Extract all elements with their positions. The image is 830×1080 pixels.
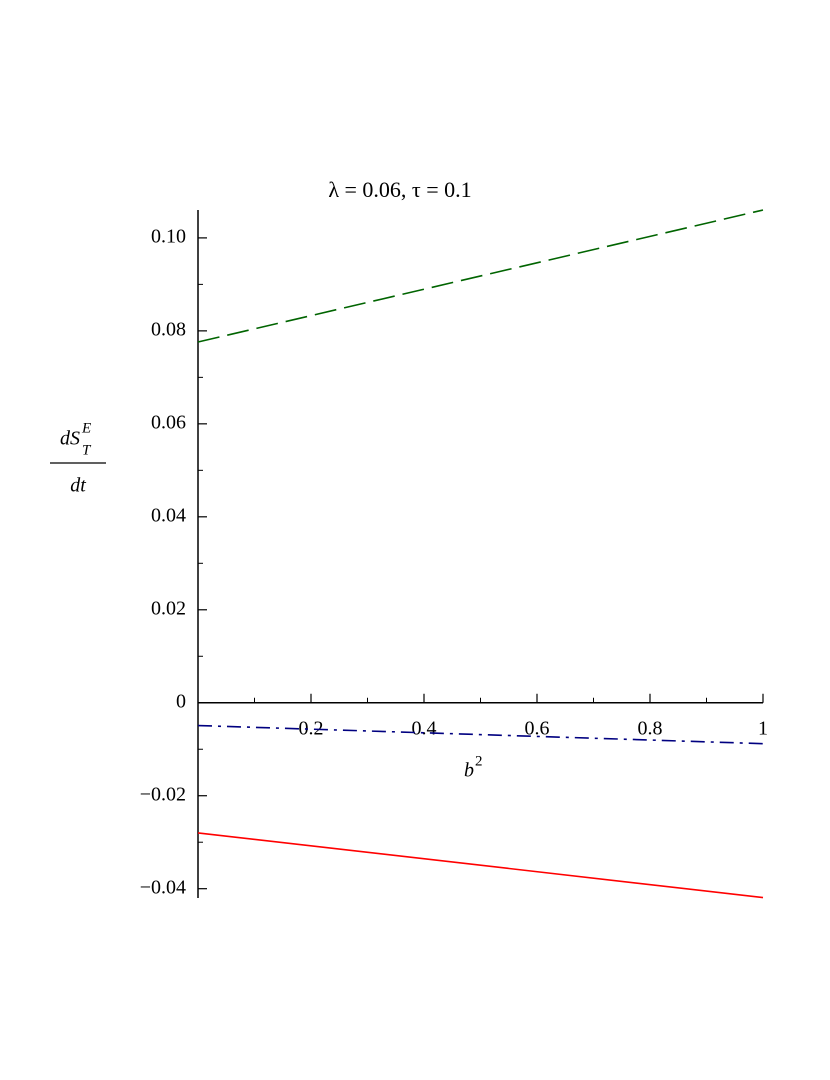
y-tick-label: 0.06 xyxy=(151,411,186,433)
line-series xyxy=(197,209,764,343)
y-tick-label: 0.02 xyxy=(151,597,186,619)
x-label-sup: 2 xyxy=(475,753,483,769)
x-tick-label: 1 xyxy=(758,717,768,739)
y-tick-label: 0.08 xyxy=(151,318,186,340)
line-series xyxy=(197,724,764,745)
y-tick-label: −0.04 xyxy=(140,876,186,898)
y-label-sup: E xyxy=(81,420,91,436)
y-tick-label: 0 xyxy=(176,690,186,712)
x-tick-label: 0.8 xyxy=(638,717,663,739)
chart-title: λ = 0.06, τ = 0.1 xyxy=(328,177,471,202)
y-tick-label: 0.10 xyxy=(151,225,186,247)
x-axis-label: b 2 xyxy=(464,753,483,781)
y-label-denominator: dt xyxy=(70,475,86,497)
x-tick-label: 0.2 xyxy=(299,717,324,739)
y-axis-label: dS E T dt xyxy=(50,420,106,497)
y-label-sub: T xyxy=(82,442,92,458)
y-tick-label: 0.04 xyxy=(151,504,186,526)
x-tick-label: 0.6 xyxy=(525,717,550,739)
x-tick-label: 0.4 xyxy=(412,717,437,739)
y-label-numerator: dS xyxy=(60,428,80,450)
x-label-base: b xyxy=(464,760,474,782)
y-tick-label: −0.02 xyxy=(140,783,186,805)
line-series xyxy=(197,832,764,899)
